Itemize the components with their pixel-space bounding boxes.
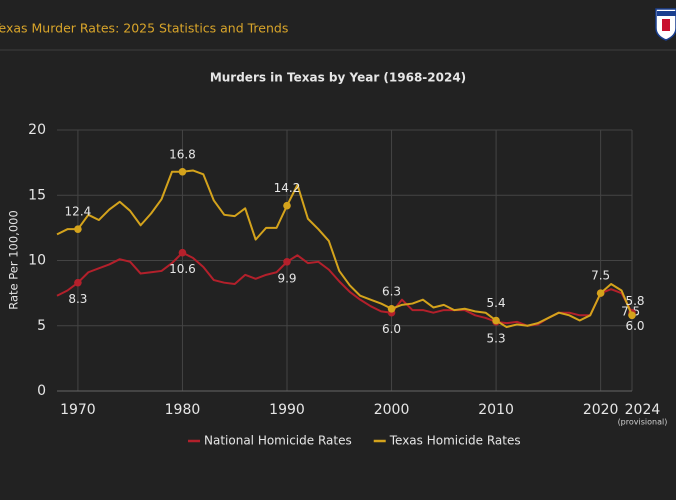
x-tick-label: 1990 [269,402,305,418]
x-tick-label: 1970 [60,402,96,418]
data-label: 5.4 [487,296,506,310]
data-point [387,304,396,313]
y-tick-label: 10 [28,253,46,269]
series-line [56,251,633,327]
series-line [56,169,633,329]
y-tick-label: 0 [37,383,46,399]
data-label: 8.3 [68,292,87,306]
y-tick-label: 15 [28,187,46,203]
data-label: 6.0 [382,322,401,336]
data-label: 6.3 [382,284,401,298]
y-axis-label: Rate Per 100,000 [7,210,21,310]
legend-label: National Homicide Rates [204,434,352,448]
logo [655,8,676,41]
x-tick-note: (provisional) [618,418,668,427]
data-label: 10.6 [169,262,196,276]
x-tick-label: 2010 [478,402,514,418]
x-tick-label: 2000 [374,402,410,418]
data-point [283,201,291,210]
chart-title: Murders in Texas by Year (1968-2024) [210,71,466,85]
data-label: 16.8 [169,147,196,161]
legend-label: Texas Homicide Rates [389,434,521,448]
data-point [74,278,82,287]
data-label: 7.5 [591,269,610,283]
data-point [178,167,187,176]
y-tick-label: 20 [28,122,46,138]
y-tick-label: 5 [37,318,46,334]
x-tick-label: 2024 [625,402,661,418]
data-point [628,311,636,320]
x-tick-label: 1980 [165,402,201,418]
data-point [283,258,291,266]
data-point [596,289,605,297]
page-title: Texas Murder Rates: 2025 Statistics and … [0,21,288,36]
data-label: 12.4 [65,205,92,219]
data-label: 14.2 [274,181,301,195]
data-point [74,225,82,233]
data-label: 9.9 [277,271,296,285]
data-label: 5.3 [487,331,506,345]
x-tick-label: 2020 [583,402,619,418]
data-label: 5.8 [625,294,644,308]
data-label: 6.0 [625,319,644,333]
data-point [178,248,187,257]
data-point [492,316,500,325]
